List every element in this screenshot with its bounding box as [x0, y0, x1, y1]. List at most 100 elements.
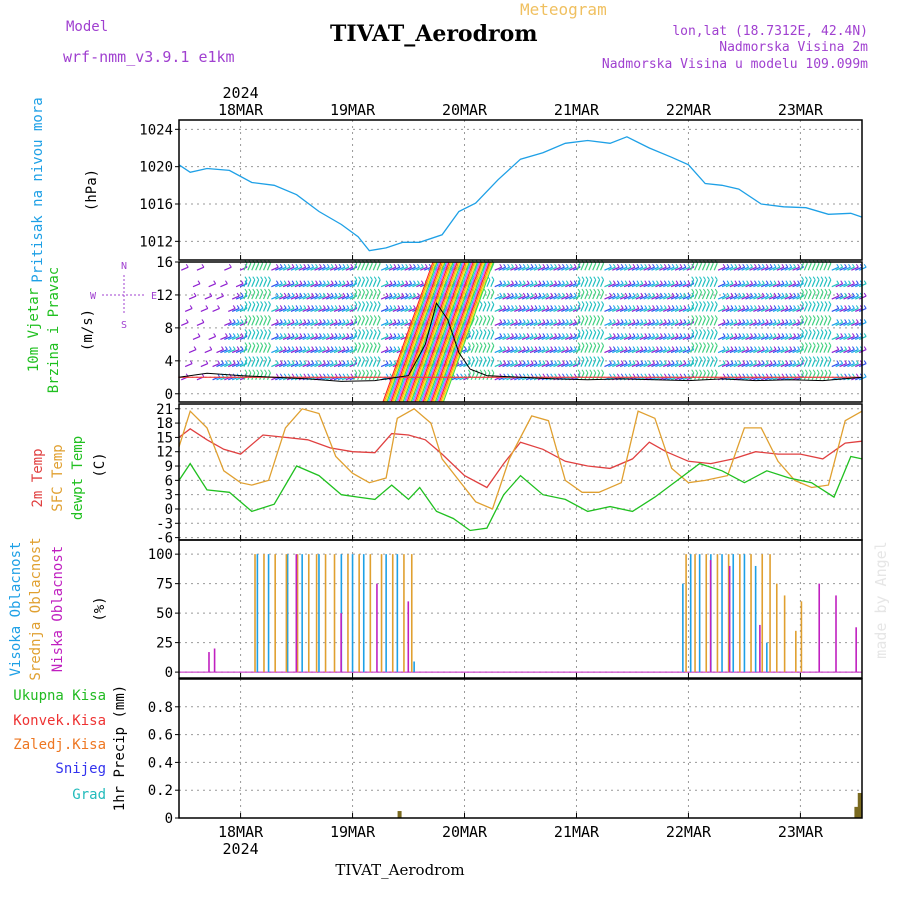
wind-barb-flag	[221, 346, 224, 350]
wind-barb-flag	[202, 347, 204, 350]
wind-barb-flag	[209, 292, 213, 297]
wind-barb-flag	[530, 360, 534, 364]
wind-barb	[494, 349, 502, 354]
wind-barb	[670, 266, 679, 271]
wind-barb-flag	[824, 356, 828, 360]
wind-barb	[807, 262, 812, 271]
wind-barb-flag	[397, 263, 401, 268]
wind-barb-flag	[366, 329, 369, 333]
wind-barb-flag	[793, 346, 797, 350]
wind-barb-flag	[734, 263, 738, 268]
wind-barb	[368, 304, 373, 312]
wind-barb	[753, 283, 761, 288]
wind-barb-flag	[742, 360, 746, 364]
wind-barb-flag	[291, 263, 295, 268]
wind-barb-storm	[401, 261, 453, 403]
wind-barb	[310, 363, 318, 368]
wind-barb-flag	[218, 319, 220, 322]
wind-barb-flag	[507, 360, 511, 364]
temp-2m-label: 2m Temp	[30, 448, 46, 507]
wind-barb	[498, 307, 506, 312]
wind-barb	[341, 335, 350, 340]
wind-barb	[631, 283, 640, 288]
wind-barb-flag	[334, 292, 338, 297]
wind-barb-flag	[385, 346, 389, 350]
wind-barb-flag	[393, 305, 397, 309]
wind-barb	[608, 266, 616, 271]
wind-barb	[576, 291, 581, 300]
wind-barb	[701, 279, 706, 287]
wind-barb	[651, 307, 659, 312]
y-tick-label: 8	[165, 321, 173, 337]
wind-barb-flag	[299, 360, 303, 364]
wind-barb-flag	[754, 346, 757, 350]
wind-barb	[757, 349, 765, 354]
wind-barb-flag	[828, 329, 832, 333]
wind-barb	[655, 307, 663, 312]
wind-barb-storm	[391, 261, 443, 403]
wind-barb-flag	[222, 319, 224, 322]
wind-barb	[368, 262, 373, 271]
wind-barb	[314, 266, 322, 271]
wind-barb-flag	[326, 373, 330, 378]
wind-barb	[486, 332, 491, 340]
wind-barb	[565, 363, 573, 368]
y-tick-label: 16	[156, 255, 173, 271]
wind-barb-flag	[240, 280, 244, 284]
wind-barb	[733, 349, 742, 354]
wind-barb	[364, 332, 369, 340]
wind-barb-flag	[307, 333, 311, 337]
wind-barb	[635, 307, 644, 312]
wind-barb-flag	[244, 356, 248, 360]
wind-barb-flag	[750, 333, 753, 337]
wind-barb-flag	[581, 276, 585, 280]
wind-barb-flag	[189, 360, 193, 364]
wind-barb-flag	[660, 346, 663, 350]
wind-barb-flag	[683, 292, 687, 297]
wind-barb-flag	[362, 301, 365, 305]
wind-barb	[647, 266, 655, 271]
wind-barb-flag	[222, 333, 224, 336]
wind-barb-flag	[730, 319, 734, 323]
wind-barb-flag	[781, 333, 785, 337]
wind-barb	[635, 363, 644, 368]
wind-barb-flag	[326, 263, 330, 268]
wind-barb	[819, 345, 824, 353]
wind-barb	[322, 335, 330, 340]
wind-barb-flag	[275, 280, 279, 284]
wind-barb-flag	[765, 280, 769, 284]
wind-barb	[651, 363, 659, 368]
wind-barb	[466, 332, 471, 340]
wind-barb	[549, 266, 557, 271]
wind-barb-flag	[210, 319, 212, 322]
wind-barb	[803, 372, 808, 381]
pressure-line	[178, 136, 863, 252]
wind-barb	[776, 321, 785, 326]
wind-barb	[349, 307, 357, 312]
wind-barb-flag	[777, 346, 781, 350]
wind-barb	[333, 349, 342, 354]
wind-barb-flag	[334, 333, 338, 337]
wind-barb	[663, 295, 671, 300]
wind-barb	[725, 283, 734, 288]
wind-barb-flag	[761, 292, 765, 297]
wind-barb-flag	[801, 329, 804, 333]
wind-barb	[482, 318, 487, 326]
wind-barb-flag	[546, 292, 550, 297]
wind-barb-flag	[565, 333, 569, 337]
wind-barb	[584, 262, 589, 271]
wind-barb-flag	[303, 305, 307, 309]
precip-snow-label: Snijeg	[55, 761, 106, 777]
wind-barb	[349, 335, 357, 340]
wind-barb	[322, 363, 330, 368]
wind-barb-flag	[828, 356, 832, 360]
wind-barb-flag	[722, 373, 726, 378]
wind-barb	[404, 307, 412, 312]
wind-barb	[749, 335, 757, 340]
chart-title: TIVAT_Aerodrom	[330, 21, 538, 47]
wind-barb	[612, 307, 620, 312]
wind-barb	[251, 279, 256, 287]
wind-barb-flag	[522, 346, 526, 350]
wind-barb	[639, 295, 647, 300]
wind-barb-flag	[789, 346, 793, 350]
